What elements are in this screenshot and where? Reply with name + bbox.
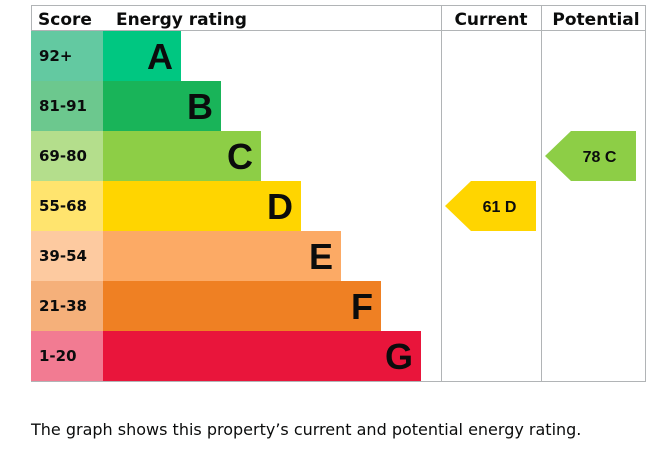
score-label-c: 69-80 (39, 147, 87, 165)
band-bar-c (103, 131, 261, 181)
band-b: 81-91 B (31, 81, 221, 131)
band-bar-f (103, 281, 381, 331)
band-bar-b (103, 81, 221, 131)
band-f: 21-38 F (31, 281, 381, 331)
band-c: 69-80 C (31, 131, 261, 181)
band-letter-d: D (267, 186, 293, 227)
score-label-d: 55-68 (39, 197, 87, 215)
band-letter-b: B (187, 86, 213, 127)
band-d: 55-68 D (31, 181, 301, 231)
band-letter-e: E (309, 236, 333, 277)
band-bar-a (103, 31, 181, 81)
potential-rating-arrow-label: 78 C (583, 149, 617, 166)
band-bar-e (103, 231, 341, 281)
band-letter-g: G (385, 336, 413, 377)
current-rating-arrow: 61 D (445, 181, 536, 231)
band-g: 1-20 G (31, 331, 421, 381)
score-cell-a (31, 31, 103, 81)
header-energy-rating: Energy rating (116, 10, 247, 30)
score-cell-b (31, 81, 103, 131)
score-label-f: 21-38 (39, 297, 87, 315)
band-e: 39-54 E (31, 231, 341, 281)
header-potential: Potential (552, 10, 639, 30)
current-rating-arrow-label: 61 D (483, 199, 517, 216)
score-label-g: 1-20 (39, 347, 77, 365)
band-a: 92+ A (31, 31, 181, 81)
score-cell-d (31, 181, 103, 231)
chart-caption: The graph shows this property’s current … (31, 420, 582, 439)
score-cell-e (31, 231, 103, 281)
band-letter-c: C (227, 136, 253, 177)
header-current: Current (454, 10, 527, 30)
band-bar-g (103, 331, 421, 381)
score-cell-g (31, 331, 103, 381)
header-score: Score (38, 10, 92, 30)
band-letter-f: F (351, 286, 373, 327)
band-letter-a: A (147, 36, 173, 77)
score-cell-c (31, 131, 103, 181)
potential-rating-arrow: 78 C (545, 131, 636, 181)
score-label-b: 81-91 (39, 97, 87, 115)
band-bar-d (103, 181, 301, 231)
score-label-e: 39-54 (39, 247, 87, 265)
rating-bands: 92+ A 81-91 B 69-80 C 55-68 D 39-54 E 21-38 F 1-20 G (31, 31, 421, 381)
current-rating-arrow-shape (445, 181, 536, 231)
score-label-a: 92+ (39, 47, 72, 65)
energy-rating-chart: Score Energy rating Current Potential 92… (31, 5, 646, 382)
rating-arrows: 61 D 78 C (445, 131, 636, 231)
potential-rating-arrow-shape (545, 131, 636, 181)
score-cell-f (31, 281, 103, 331)
